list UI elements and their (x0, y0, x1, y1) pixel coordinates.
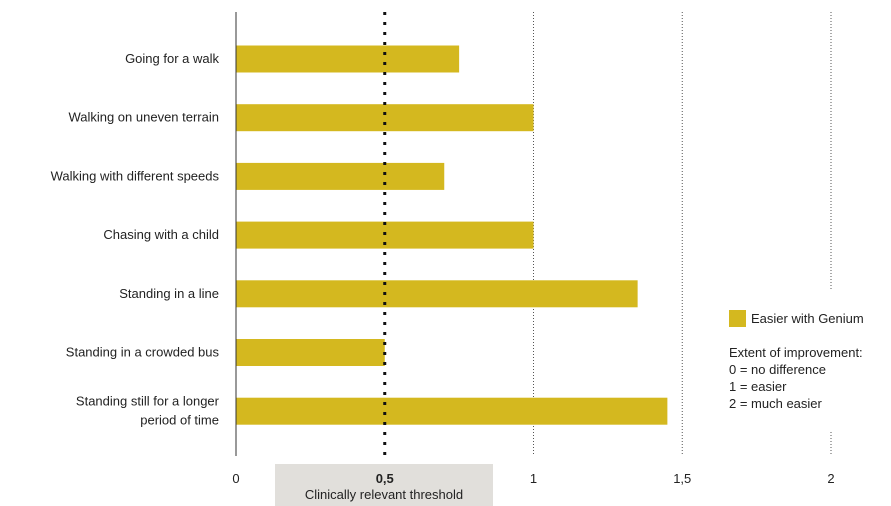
legend-note-line: 2 = much easier (729, 396, 822, 411)
bar (236, 104, 534, 132)
x-tick-label: 1 (530, 471, 537, 486)
category-label: Walking with different speeds (51, 168, 220, 183)
x-tick-label: 1,5 (673, 471, 691, 486)
category-label: Going for a walk (125, 51, 219, 66)
x-tick-label: 0 (232, 471, 239, 486)
bar (236, 280, 638, 308)
bar (236, 162, 445, 190)
category-label: Standing still for a longer (76, 394, 220, 409)
legend-note-line: 0 = no difference (729, 362, 826, 377)
bar (236, 339, 385, 366)
legend-swatch (729, 309, 746, 327)
legend-note-title: Extent of improvement: (729, 345, 863, 360)
category-label: Walking on uneven terrain (68, 110, 219, 125)
x-tick-label: 2 (827, 471, 834, 486)
category-label: Standing in a crowded bus (66, 345, 220, 360)
legend-note-line: 1 = easier (729, 379, 787, 394)
threshold-highlight-box (275, 464, 493, 506)
bar (236, 45, 460, 73)
legend-note: Extent of improvement: 0 = no difference… (729, 344, 864, 412)
category-label: Chasing with a child (103, 227, 219, 242)
bar (236, 397, 668, 425)
legend: Easier with Genium Extent of improvement… (729, 309, 864, 412)
legend-item: Easier with Genium (729, 309, 864, 327)
legend-series-label: Easier with Genium (751, 310, 864, 326)
category-label: Standing in a line (119, 286, 219, 301)
x-tick-label: 0,5 (376, 471, 394, 486)
category-label: period of time (140, 413, 219, 428)
threshold-label: Clinically relevant threshold (304, 487, 464, 502)
